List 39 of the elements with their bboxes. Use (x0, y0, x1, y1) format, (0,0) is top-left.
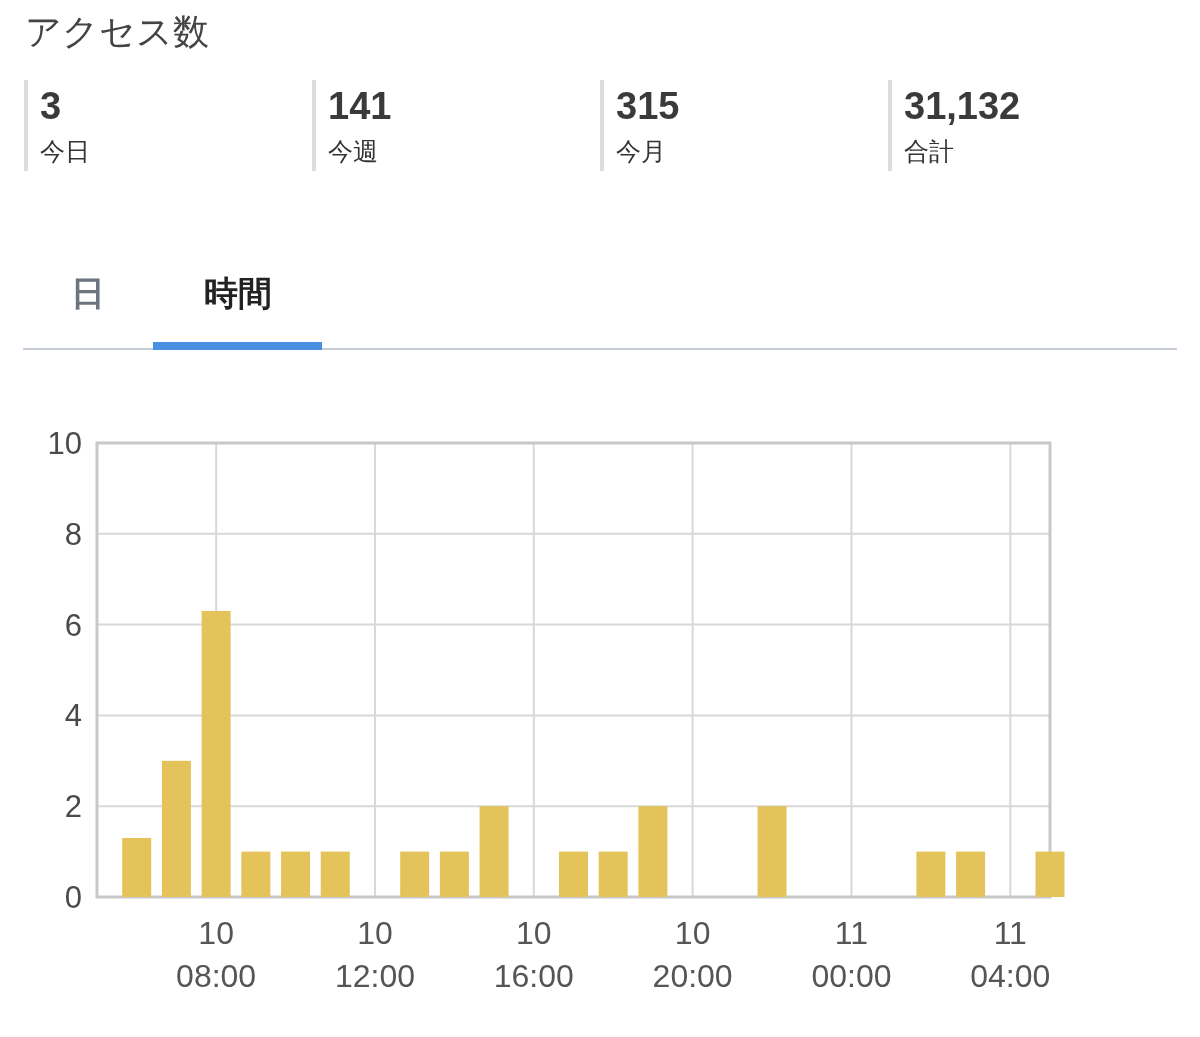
x-tick-label: 10 12:00 (334, 915, 415, 994)
bar (281, 851, 311, 897)
text: 時間 (204, 274, 272, 312)
bar (479, 806, 509, 897)
bar (757, 806, 787, 897)
y-tick-label: 6 (64, 607, 82, 643)
bar (916, 851, 946, 897)
text: アクセス数 (25, 11, 209, 52)
text: 141 (328, 85, 392, 127)
text: 31,132 (904, 85, 1021, 127)
bar (320, 851, 350, 897)
text: 今週 (328, 137, 378, 165)
text: 今日 (40, 137, 90, 165)
x-tick-label: 11 00:00 (811, 915, 892, 994)
y-tick-label: 8 (64, 516, 82, 552)
text: 315 (616, 85, 680, 127)
bar (400, 851, 430, 897)
bar (638, 806, 668, 897)
y-tick-label: 0 (64, 880, 82, 915)
x-tick-label: 10 16:00 (493, 915, 574, 994)
bar (241, 851, 271, 897)
bar (598, 851, 628, 897)
bar (1035, 851, 1065, 897)
bar (161, 760, 191, 897)
x-tick-label: 11 04:00 (970, 915, 1051, 994)
bar (201, 610, 231, 897)
bar (956, 851, 986, 897)
y-tick-label: 2 (64, 789, 82, 825)
text: 日 (71, 274, 105, 312)
x-tick-label: 10 08:00 (176, 915, 257, 994)
text: 今月 (616, 137, 666, 165)
bar (559, 851, 588, 897)
bar (122, 837, 152, 897)
x-tick-label: 10 20:00 (652, 915, 733, 994)
text: 3 (40, 85, 62, 127)
bar (439, 851, 469, 897)
y-tick-label: 10 (47, 426, 82, 461)
y-tick-label: 4 (64, 698, 82, 734)
text: 合計 (904, 137, 954, 165)
